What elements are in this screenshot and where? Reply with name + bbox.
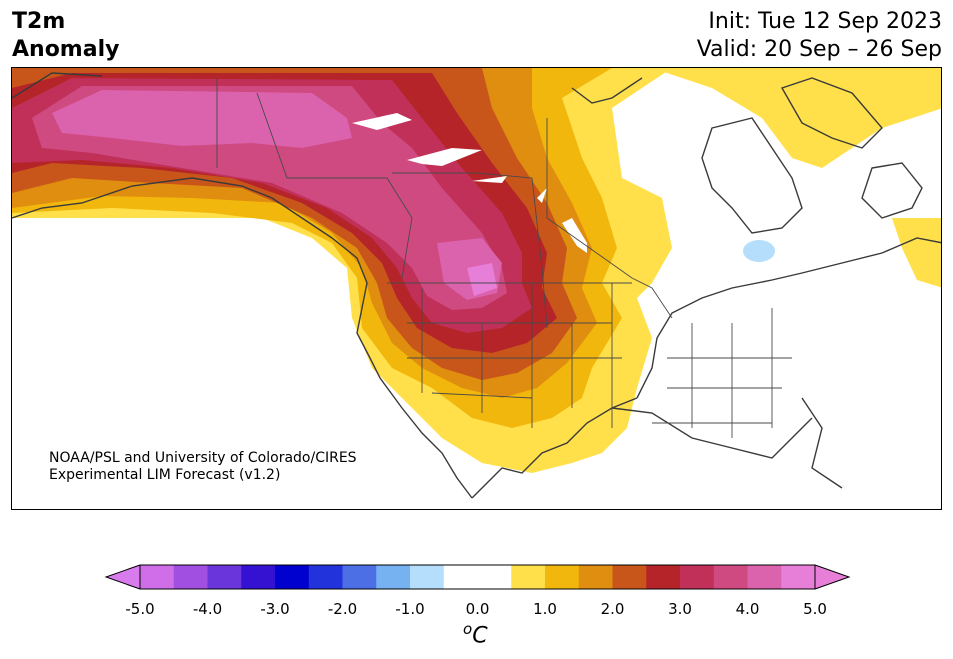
colorbar-tick-label: 5.0 [803, 600, 827, 618]
colorbar-cell [443, 565, 478, 589]
colorbar-cell [477, 565, 512, 589]
colorbar-cell [545, 565, 580, 589]
colorbar-cell [747, 565, 782, 589]
anomaly-zone-minus-1p0 [743, 240, 775, 262]
colorbar-tick-label: 0.0 [465, 600, 490, 618]
colorbar-cell [173, 565, 208, 589]
anomaly-zone-4p5 [467, 263, 497, 296]
colorbar-tick-label: -5.0 [125, 600, 155, 618]
colorbar-outline-high [814, 564, 851, 590]
chart-title: T2m Anomaly [12, 8, 119, 64]
colorbar-cell [207, 565, 242, 589]
credit-text: NOAA/PSL and University of Colorado/CIRE… [49, 450, 357, 484]
colorbar-tick-label: -1.0 [395, 600, 425, 618]
map-svg [12, 68, 941, 509]
colorbar-tick-label: -3.0 [260, 600, 290, 618]
anomaly-map [11, 67, 942, 510]
colorbar-extend-high [815, 565, 849, 589]
init-date: Init: Tue 12 Sep 2023 [708, 9, 942, 34]
colorbar-cell [713, 565, 748, 589]
colorbar-outline [139, 564, 816, 590]
lake-great-bear [352, 113, 412, 130]
title-line-2: Anomaly [12, 37, 120, 62]
colorbar-tick-label: 4.0 [735, 600, 760, 618]
lake-athabasca [472, 176, 507, 183]
political-borders [216, 78, 792, 438]
colorbar-extend-low [106, 565, 140, 589]
lake-winnipeg [562, 218, 587, 253]
colorbar-cell [680, 565, 715, 589]
credit-line-2: Experimental LIM Forecast (v1.2) [49, 467, 281, 483]
colorbar-cell [342, 565, 377, 589]
colorbar-cell [511, 565, 546, 589]
valid-range: Valid: 20 Sep – 26 Sep [696, 37, 942, 62]
colorbar-cell [612, 565, 647, 589]
title-line-1: T2m [12, 9, 66, 34]
colorbar-cell [140, 565, 175, 589]
unit-base: C [472, 623, 488, 649]
colorbar-cell [308, 565, 343, 589]
colorbar-cell [376, 565, 411, 589]
lake-great-slave [407, 148, 482, 166]
colorbar-cell [646, 565, 681, 589]
colorbar-cell [781, 565, 816, 589]
colorbar-tick-label: -2.0 [327, 600, 358, 618]
coastlines [12, 72, 941, 499]
colorbar-tick-label: 3.0 [668, 600, 692, 618]
anomaly-zone-4p0 [52, 90, 352, 148]
colorbar-tick-label: 1.0 [533, 600, 557, 618]
unit-superscript: o [463, 620, 473, 638]
colorbar-tick-label: -4.0 [192, 600, 223, 618]
colorbar-tick-label: 2.0 [600, 600, 625, 618]
lake-winnipegosis [537, 188, 547, 203]
colorbar-cell [275, 565, 310, 589]
colorbar-cell [578, 565, 613, 589]
colorbar-cell [410, 565, 445, 589]
anomaly-zone-0p5-east [892, 218, 941, 288]
forecast-dates: Init: Tue 12 Sep 2023 Valid: 20 Sep – 26… [697, 8, 942, 64]
colorbar-outline-low [104, 564, 141, 590]
colorbar-unit: oC [463, 620, 488, 648]
colorbar [104, 564, 851, 590]
credit-line-1: NOAA/PSL and University of Colorado/CIRE… [49, 450, 357, 466]
anomaly-zone-0p5-north [652, 68, 941, 168]
colorbar-cells [140, 565, 816, 589]
colorbar-cell [241, 565, 276, 589]
